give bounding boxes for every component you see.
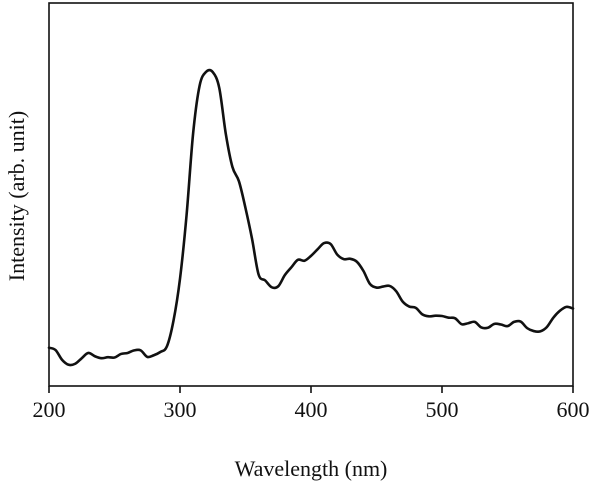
x-tick-label-200: 200 bbox=[33, 397, 66, 422]
x-axis-ticks bbox=[48, 386, 574, 393]
x-axis-title: Wavelength (nm) bbox=[235, 456, 388, 481]
plot-frame bbox=[48, 2, 574, 387]
x-tick-label-300: 300 bbox=[164, 397, 197, 422]
x-tick-label-600: 600 bbox=[557, 397, 590, 422]
x-tick-label-500: 500 bbox=[426, 397, 459, 422]
series-line-intensity bbox=[47, 68, 575, 367]
y-axis-title: Intensity (arb. unit) bbox=[4, 111, 29, 281]
x-tick-label-400: 400 bbox=[295, 397, 328, 422]
x-axis-tick-labels: 200 300 400 500 600 bbox=[33, 397, 590, 422]
